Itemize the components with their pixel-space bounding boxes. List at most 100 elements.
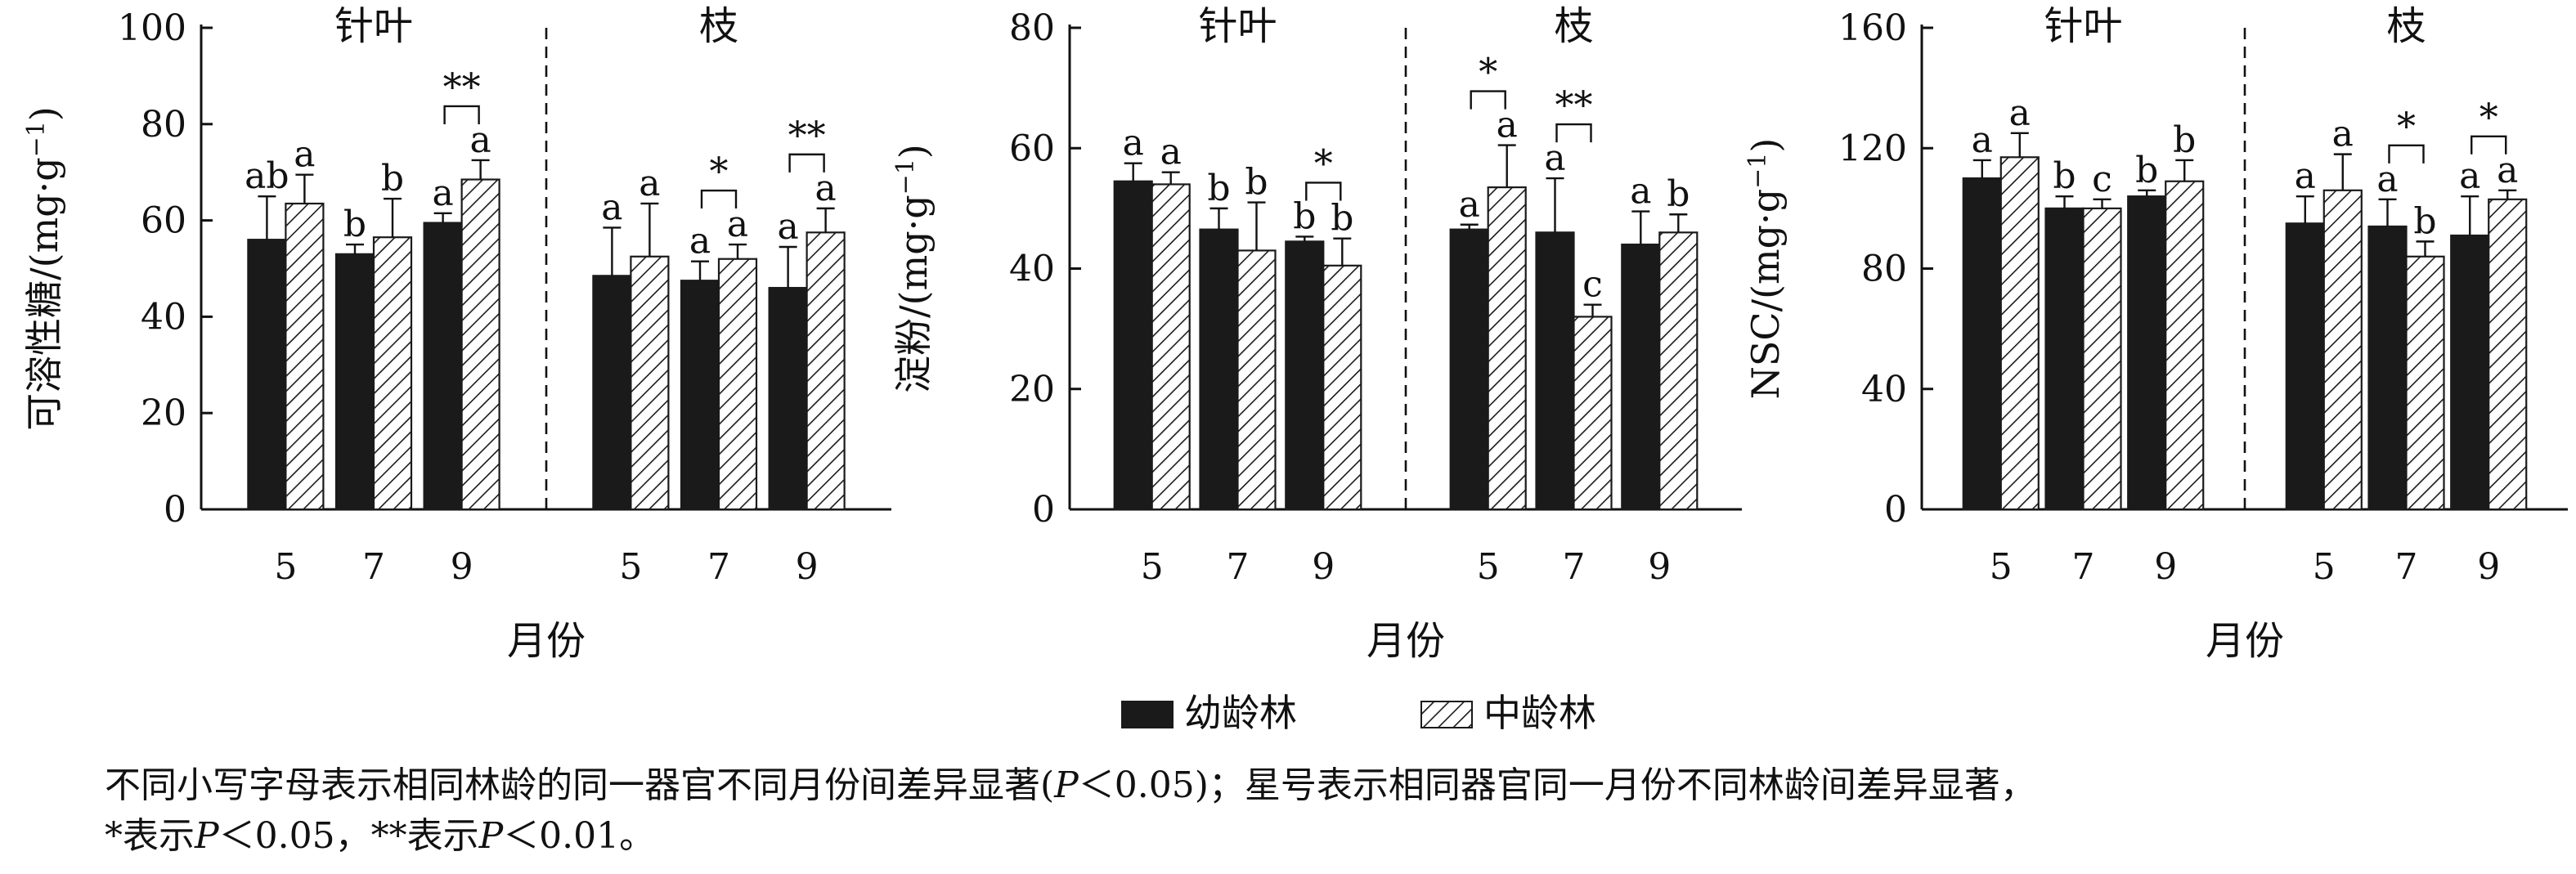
bar-young (592, 275, 632, 511)
bar-middle (460, 178, 500, 511)
y-tick-label: 20 (141, 392, 186, 434)
y-tick-label: 80 (1861, 249, 1907, 290)
significance-letter: b (1293, 195, 1316, 237)
group-title: 枝 (2386, 3, 2426, 49)
x-tick-label: 7 (707, 546, 730, 588)
x-tick-label: 9 (451, 546, 473, 588)
group-title: 枝 (699, 3, 738, 49)
bar-young (1449, 228, 1489, 511)
bar-young (1285, 240, 1325, 511)
bar-middle (2165, 180, 2205, 511)
y-axis-label-text: 可溶性糖/(mg·g (22, 157, 66, 431)
bar-middle (1236, 249, 1277, 511)
y-axis-label-text: NSC/(mg·g (1744, 189, 1788, 400)
bar-middle (1487, 186, 1527, 511)
x-tick-label: 9 (2477, 546, 2500, 588)
x-tick-label: 7 (1227, 546, 1250, 588)
significance-letter: a (1123, 123, 1144, 164)
significance-bracket (443, 105, 480, 124)
significance-letter: a (1630, 171, 1651, 213)
caption-line-2: *表示P＜0.05，**表示P＜0.01。 (105, 815, 656, 857)
y-tick-label: 20 (1009, 369, 1055, 410)
significance-stars: ** (1555, 83, 1593, 127)
significance-letter: a (601, 186, 622, 228)
x-tick-label: 5 (1477, 546, 1500, 588)
significance-stars: * (1314, 141, 1333, 185)
x-tick-label: 7 (2072, 546, 2095, 588)
bar-young (768, 286, 808, 511)
significance-letter: b (381, 158, 404, 199)
bar-young (1199, 228, 1239, 511)
significance-letter: a (1497, 105, 1518, 146)
y-tick-label: 0 (1884, 489, 1907, 531)
significance-stars: ** (443, 65, 481, 109)
bar-middle (1151, 183, 1191, 511)
significance-letter: c (1582, 264, 1603, 306)
bar-middle (1573, 316, 1613, 511)
significance-letter: a (2009, 92, 2031, 134)
figure-canvas: 020406080100可溶性糖/(mg·g−1)针叶5aba7bb9aa**枝… (22, 3, 2568, 735)
x-axis-title: 月份 (2206, 618, 2284, 664)
bar-middle (2322, 189, 2363, 511)
x-axis-title: 月份 (507, 618, 586, 664)
y-axis-label: 淀粉/(mg·g−1) (891, 144, 936, 393)
bar-middle (372, 236, 413, 511)
group-title: 针叶 (1198, 3, 1277, 49)
y-tick-label: 40 (1009, 249, 1055, 290)
group-title: 枝 (1554, 3, 1593, 49)
bar-young (423, 222, 463, 511)
bar-young (1962, 177, 2002, 511)
significance-letter: a (2497, 150, 2518, 191)
significance-stars: ** (788, 113, 826, 157)
significance-letter: a (689, 221, 711, 262)
significance-bracket (788, 153, 825, 173)
y-axis-label-end: ) (22, 106, 66, 121)
bar-young (1113, 180, 1153, 511)
significance-stars: * (1479, 50, 1497, 94)
x-tick-label: 9 (796, 546, 819, 588)
bar-young (334, 253, 375, 511)
significance-stars: * (710, 149, 729, 193)
significance-letter: a (432, 173, 453, 214)
significance-letter: c (2092, 159, 2112, 200)
y-axis-label-text: 淀粉/(mg·g (891, 195, 936, 393)
significance-letter: b (1331, 198, 1353, 240)
bar-young (2285, 222, 2325, 511)
x-tick-label: 5 (274, 546, 297, 588)
bar-middle (285, 202, 325, 511)
bar-young (2367, 225, 2408, 511)
bar-young (2044, 207, 2085, 511)
significance-bracket (1555, 123, 1592, 143)
significance-letter: a (2376, 159, 2398, 200)
bar-middle (806, 231, 846, 511)
bar-young (2127, 195, 2167, 511)
caption-line-1: 不同小写字母表示相同林龄的同一器官不同月份间差异显著(P＜0.05)；星号表示相… (105, 764, 2036, 806)
y-tick-label: 40 (141, 296, 186, 338)
y-tick-label: 120 (1838, 128, 1907, 169)
y-tick-label: 0 (1032, 489, 1055, 531)
significance-letter: b (343, 204, 366, 245)
figure-caption: 不同小写字母表示相同林龄的同一器官不同月份间差异显著(P＜0.05)；星号表示相… (105, 760, 2525, 862)
significance-letter: a (727, 204, 748, 245)
legend: 幼龄林 中龄林 (1121, 691, 1596, 735)
bar-young (1535, 231, 1575, 511)
y-tick-label: 60 (141, 200, 186, 242)
significance-letter: b (1207, 168, 1230, 209)
y-axis-label-superscript: −1 (891, 159, 920, 195)
significance-bracket (1305, 182, 1342, 201)
x-tick-label: 9 (1648, 546, 1671, 588)
significance-bracket (700, 189, 738, 209)
y-axis-label: 可溶性糖/(mg·g−1) (22, 106, 66, 431)
y-axis-label-end: ) (891, 144, 936, 159)
significance-letter: b (2135, 150, 2158, 191)
significance-letter: a (294, 134, 315, 176)
significance-letter: a (639, 163, 660, 204)
significance-letter: ab (245, 155, 289, 197)
x-tick-label: 7 (2395, 546, 2418, 588)
significance-stars: * (2480, 95, 2498, 139)
bar-middle (717, 258, 758, 511)
significance-letter: a (777, 206, 798, 248)
y-axis-label-superscript: −1 (22, 121, 51, 157)
